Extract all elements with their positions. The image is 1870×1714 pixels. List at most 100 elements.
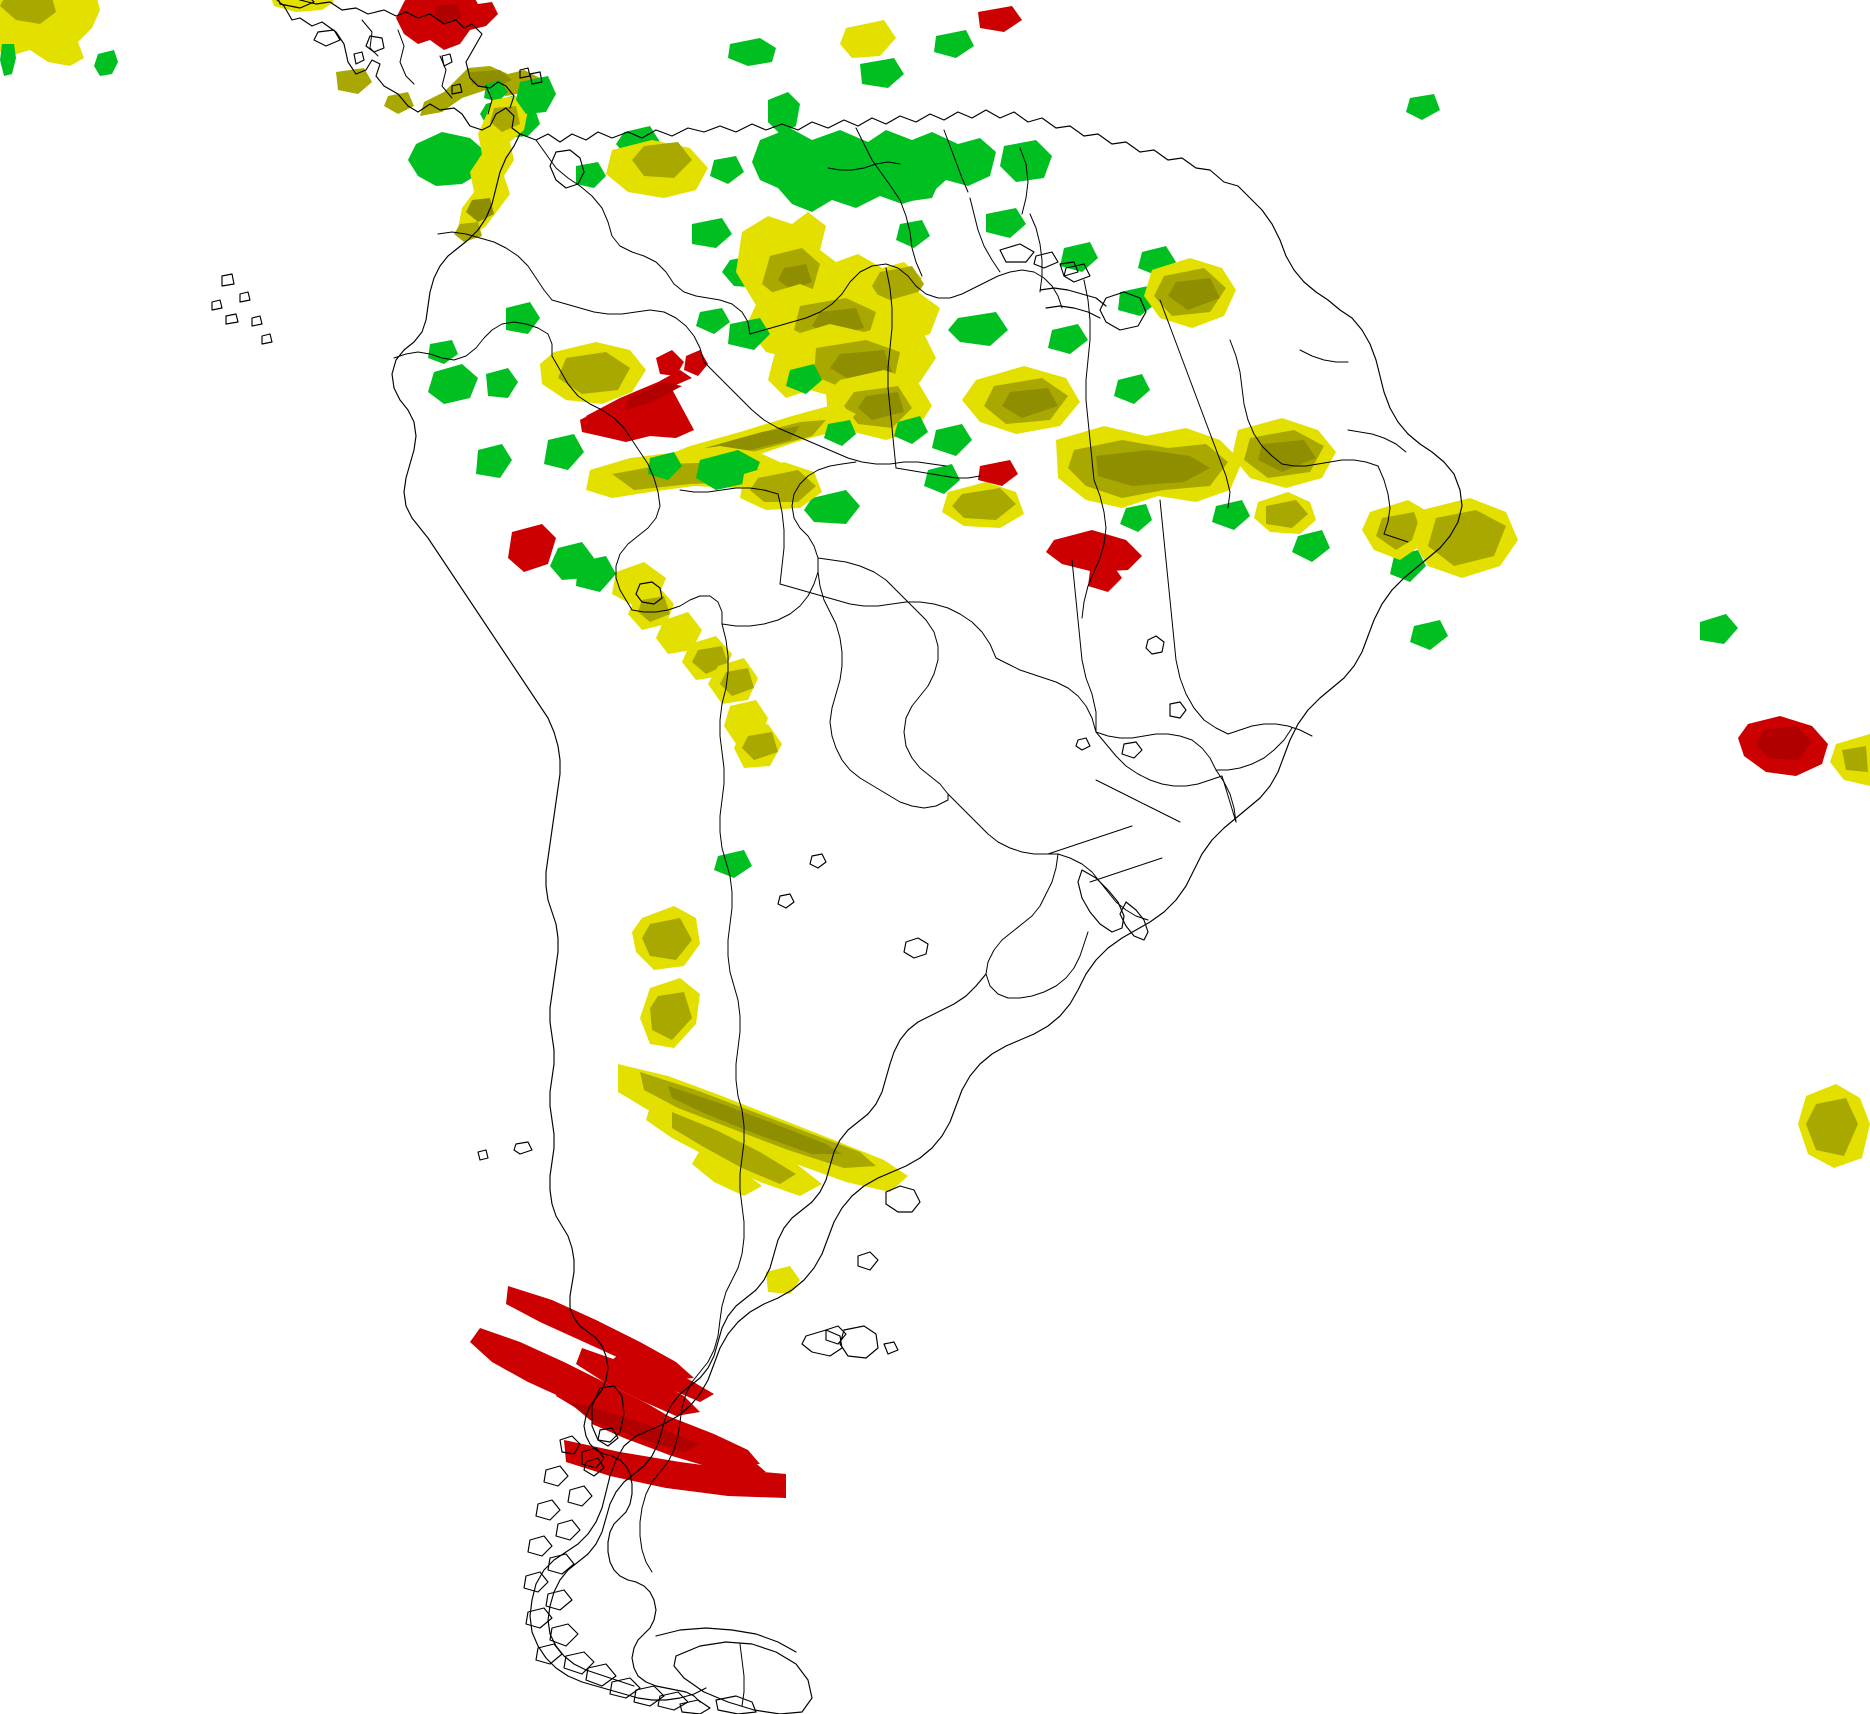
island-caribbean [1034, 252, 1058, 268]
border-peru-bolivia [632, 596, 722, 624]
blob-green [786, 364, 822, 394]
blob-red [396, 0, 498, 50]
border-honduras [362, 20, 378, 56]
fjord-detail [634, 1686, 664, 1706]
blob-olive [672, 1112, 796, 1184]
anomaly-layer [0, 0, 1870, 1498]
blob-olive [558, 352, 630, 394]
blob-green [804, 490, 860, 524]
border-state-ms [996, 658, 1096, 732]
island-falkland-west [802, 1330, 842, 1356]
fjord-detail [524, 1572, 548, 1592]
blob-green [1114, 374, 1150, 404]
blob-olive [668, 1086, 842, 1154]
border-state-al-se [1378, 466, 1390, 534]
blob-red [508, 524, 556, 572]
lake-marker [778, 894, 794, 908]
fjord-detail [610, 1678, 640, 1698]
border-panama [486, 86, 492, 114]
blob-green [408, 132, 486, 186]
border-state-mg-rj [1216, 770, 1236, 822]
fjord-detail [548, 1554, 574, 1574]
peninsula-valdes [886, 1186, 920, 1212]
island-galapagos [240, 292, 250, 302]
fjord-detail [582, 1448, 604, 1468]
lake-marker [1076, 738, 1090, 750]
island-small [442, 54, 452, 66]
blob-olive [1806, 1098, 1858, 1156]
border-state-amapa [1030, 214, 1042, 292]
border-suriname-north [944, 130, 968, 192]
blob-olive [0, 0, 56, 24]
border-brazil-bolivia [704, 362, 946, 466]
island-galapagos [226, 314, 238, 324]
coastline-central-america [268, 0, 520, 134]
blob-olive [642, 918, 692, 960]
border-colombia-ecuador [438, 232, 552, 300]
island-galapagos [212, 300, 222, 310]
blob-yellow [840, 20, 896, 58]
border-state-mg-es [1216, 728, 1292, 770]
blob-group-yellow [0, 0, 118, 76]
fjord-detail [560, 1436, 580, 1454]
border-frenchguiana-north [1020, 148, 1028, 214]
island-south-detail [716, 1696, 756, 1714]
border-state-mt-south [780, 584, 996, 658]
blob-olive [742, 732, 778, 760]
blob-group-red [978, 460, 1142, 592]
coastline-central-america-caribbean [286, 0, 514, 108]
blob-green [1000, 140, 1052, 182]
border-state-bahia-west [1160, 500, 1228, 734]
blob-green [986, 208, 1026, 238]
island-juan-fernandez [514, 1142, 532, 1154]
strait-magellan [656, 1628, 796, 1652]
river-amazon-mouth [1046, 306, 1100, 318]
coastline-pacific [392, 134, 700, 1702]
border-state-maranhao-piaui [1160, 300, 1230, 508]
island-trinidad [1064, 264, 1090, 282]
border-guyana-suriname [900, 200, 922, 276]
border-brazil-argentina [948, 794, 1058, 854]
blob-olive [384, 92, 414, 114]
blob-red [1088, 564, 1122, 592]
blob-green [768, 92, 800, 134]
border-suriname-frenchguiana [970, 198, 1000, 272]
blob-olive [650, 992, 692, 1040]
blob-yellow [692, 1150, 762, 1196]
lake-marker [810, 854, 826, 868]
lake-marker [1146, 636, 1164, 654]
blob-green [924, 464, 960, 494]
island-small [530, 72, 542, 84]
border-state-pb-pe [1348, 430, 1406, 452]
blob-olive [336, 68, 372, 94]
lake-maracaibo [550, 150, 584, 188]
island-falkland-small [884, 1342, 898, 1354]
border-state-ceara-rn [1300, 350, 1348, 362]
border-state-se-ba [1384, 534, 1408, 542]
border-state-goias-north [1072, 560, 1096, 732]
fjord-detail [586, 1664, 616, 1686]
lagoon-dos-patos [1078, 870, 1124, 932]
border-ecuador-peru [394, 322, 552, 360]
lake-marker [1170, 702, 1186, 718]
blob-red [1046, 530, 1142, 572]
blob-olive [1258, 440, 1316, 472]
blob-green [428, 340, 458, 364]
blob-red [1756, 726, 1812, 760]
blob-group-red [470, 1286, 786, 1498]
island-small [452, 84, 462, 94]
blob-green [428, 364, 478, 404]
blob-olive [858, 392, 904, 420]
border-state-tocantins [1082, 480, 1106, 618]
blob-group-yellow [740, 366, 1080, 528]
blob-green [1292, 530, 1330, 562]
blob-red [978, 6, 1022, 32]
blob-red [566, 1400, 700, 1452]
blob-green [1406, 94, 1440, 120]
island-marajo [1100, 292, 1146, 330]
island-cuba-tip [276, 0, 314, 8]
blob-group-yellow [612, 562, 782, 768]
blob-green [1120, 504, 1152, 532]
border-state-pe [1282, 460, 1378, 466]
